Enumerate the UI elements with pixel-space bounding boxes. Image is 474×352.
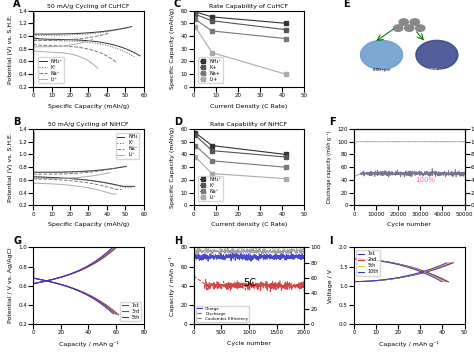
Y-axis label: Specific Capacity (mAh/g): Specific Capacity (mAh/g) — [170, 8, 175, 89]
Circle shape — [410, 19, 419, 25]
X-axis label: Cycle number: Cycle number — [387, 222, 431, 227]
Ellipse shape — [361, 40, 402, 69]
Legend: Charge, Discharge, Coulombic Efficiency: Charge, Discharge, Coulombic Efficiency — [196, 306, 249, 322]
Title: Rate Capability of CuHCF: Rate Capability of CuHCF — [210, 4, 288, 9]
Y-axis label: Voltage / V: Voltage / V — [328, 269, 333, 303]
X-axis label: Cycle number: Cycle number — [227, 341, 271, 346]
Legend: NH₄, K⁺, Na⁺, Li⁺: NH₄, K⁺, Na⁺, Li⁺ — [116, 133, 139, 159]
Text: E: E — [343, 0, 349, 9]
Text: 800 rpm: 800 rpm — [373, 68, 391, 72]
Text: B: B — [13, 117, 21, 127]
Text: D: D — [173, 117, 182, 127]
X-axis label: Current density (C Rate): Current density (C Rate) — [210, 222, 287, 227]
Circle shape — [393, 25, 403, 31]
Title: Rate Capability of NiHCF: Rate Capability of NiHCF — [210, 122, 287, 127]
X-axis label: Capacity / mAh g⁻¹: Capacity / mAh g⁻¹ — [379, 341, 439, 347]
Title: 50 mA/g Cycling of NiHCF: 50 mA/g Cycling of NiHCF — [48, 122, 129, 127]
Ellipse shape — [416, 40, 458, 69]
Y-axis label: Specific Capacity (mAh/g): Specific Capacity (mAh/g) — [170, 127, 175, 208]
Y-axis label: Discharge capacity (mAh g⁻¹): Discharge capacity (mAh g⁻¹) — [327, 131, 332, 203]
Text: I: I — [329, 235, 333, 246]
Legend: 1st, 2nd, 5th, 10th: 1st, 2nd, 5th, 10th — [356, 250, 380, 276]
Legend: 1st, 3rd, 5th: 1st, 3rd, 5th — [120, 302, 141, 321]
Text: C: C — [173, 0, 181, 9]
Circle shape — [399, 19, 408, 25]
Legend: NH₄⁺, K+, Na+, Li+: NH₄⁺, K+, Na+, Li+ — [198, 57, 223, 83]
Circle shape — [416, 25, 425, 31]
Y-axis label: Capacity / mAh g⁻¹: Capacity / mAh g⁻¹ — [169, 256, 175, 316]
Text: A: A — [13, 0, 21, 9]
Y-axis label: Potential / V vs. Ag/AgCl: Potential / V vs. Ag/AgCl — [8, 248, 13, 323]
Y-axis label: Potential (V) vs. S.H.E.: Potential (V) vs. S.H.E. — [8, 132, 13, 202]
Text: H: H — [173, 235, 182, 246]
Legend: NH₄⁺, K⁺, Na⁺, Li⁺: NH₄⁺, K⁺, Na⁺, Li⁺ — [38, 57, 64, 83]
Text: 1200 rpm: 1200 rpm — [427, 68, 447, 72]
Text: 5C: 5C — [243, 278, 256, 288]
Text: 100%: 100% — [415, 177, 435, 183]
Y-axis label: Potential (V) vs. S.H.E.: Potential (V) vs. S.H.E. — [8, 14, 13, 84]
X-axis label: Current Density (C Rate): Current Density (C Rate) — [210, 104, 287, 109]
Text: G: G — [13, 235, 21, 246]
X-axis label: Specific Capacity (mAh/g): Specific Capacity (mAh/g) — [48, 222, 129, 227]
Circle shape — [405, 25, 414, 31]
Legend: NH₄⁺, K⁺, Na⁺, Li⁺: NH₄⁺, K⁺, Na⁺, Li⁺ — [198, 176, 223, 201]
X-axis label: Capacity / mAh g⁻¹: Capacity / mAh g⁻¹ — [59, 341, 118, 347]
Text: F: F — [329, 117, 336, 127]
X-axis label: Specific Capacity (mAh/g): Specific Capacity (mAh/g) — [48, 104, 129, 109]
Title: 50 mA/g Cycling of CuHCF: 50 mA/g Cycling of CuHCF — [47, 4, 130, 9]
